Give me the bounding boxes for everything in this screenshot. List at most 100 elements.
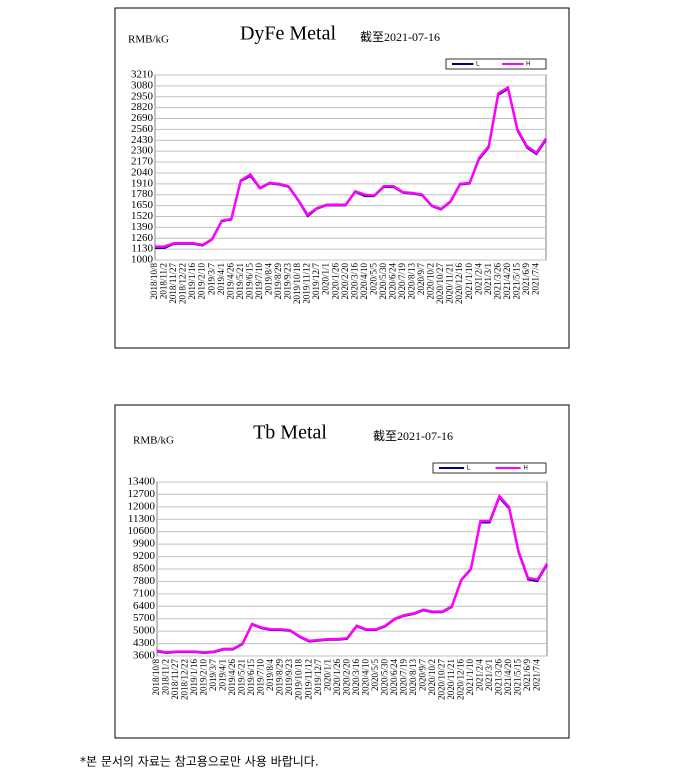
x-tick-label: 2018/10/8 [149, 263, 159, 300]
x-tick-label: 2019/3/7 [208, 659, 218, 692]
x-tick-label: 2019/1/16 [189, 659, 199, 696]
chart-subtitle: 截至2021-07-16 [360, 30, 440, 44]
x-tick-label: 2021/3/26 [494, 659, 504, 696]
x-tick-label: 2021/6/9 [521, 263, 531, 296]
x-tick-label: 2019/9/23 [284, 659, 294, 696]
x-tick-label: 2020/6/24 [387, 263, 397, 300]
chart-title: Tb Metal [253, 422, 327, 444]
x-tick-label: 2020/2/20 [341, 659, 351, 696]
x-tick-label: 2019/3/7 [206, 263, 216, 296]
chart-title: DyFe Metal [240, 23, 337, 45]
plot-area [154, 74, 547, 261]
x-tick-label: 2020/3/16 [351, 659, 361, 696]
x-tick-label: 2020/5/30 [378, 263, 388, 300]
y-tick-label: 3080 [131, 79, 154, 91]
y-tick-label: 7800 [133, 575, 156, 587]
chart-subtitle: 截至2021-07-16 [373, 429, 453, 443]
x-tick-label: 2020/10/27 [436, 659, 446, 701]
x-tick-label: 2020/9/7 [416, 263, 426, 296]
x-tick-label: 2020/9/7 [417, 659, 427, 692]
x-tick-label: 2020/12/16 [455, 659, 465, 701]
y-tick-label: 1780 [131, 188, 154, 200]
x-tick-label: 2019/8/29 [273, 263, 283, 300]
x-tick-label: 2019/12/7 [311, 263, 321, 300]
x-tick-label: 2020/1/1 [321, 263, 331, 295]
y-tick-label: 8500 [133, 563, 156, 575]
x-tick-label: 2021/5/15 [513, 659, 523, 696]
y-tick-label: 2300 [131, 145, 154, 157]
x-tick-label: 2020/2/20 [340, 263, 350, 300]
x-tick-label: 2020/11/21 [446, 659, 456, 700]
y-tick-label: 13400 [128, 476, 156, 488]
y-tick-label: 10600 [128, 525, 156, 537]
x-tick-label: 2019/7/10 [254, 263, 264, 300]
x-tick-label: 2019/8/4 [264, 263, 274, 296]
x-tick-label: 2020/5/30 [379, 659, 389, 696]
y-tick-label: 3600 [133, 650, 156, 662]
y-tick-label: 2820 [131, 101, 154, 113]
y-tick-label: 12000 [128, 500, 156, 512]
x-tick-label: 2021/3/26 [492, 263, 502, 300]
y-tick-label: 2430 [131, 134, 154, 146]
x-tick-label: 2020/1/26 [330, 263, 340, 300]
x-tick-label: 2019/7/10 [256, 659, 266, 696]
x-tick-label: 2019/9/23 [283, 263, 293, 300]
y-axis-label: RMB/kG [128, 34, 169, 46]
series-line [156, 493, 549, 654]
y-tick-label: 1520 [131, 210, 154, 222]
x-tick-label: 2021/4/20 [503, 659, 513, 696]
x-tick-label: 2020/8/13 [407, 263, 417, 300]
x-tick-label: 2020/11/21 [445, 263, 455, 304]
x-tick-label: 2020/5/5 [370, 659, 380, 692]
legend-label: L [476, 61, 480, 68]
x-tick-label: 2018/11/2 [161, 659, 171, 695]
x-tick-label: 2019/2/10 [197, 263, 207, 300]
x-tick-label: 2020/7/19 [398, 659, 408, 696]
x-tick-label: 2019/4/1 [218, 659, 228, 691]
x-tick-label: 2020/5/5 [368, 263, 378, 296]
x-tick-label: 2019/10/18 [294, 659, 304, 701]
y-tick-label: 11300 [128, 513, 156, 525]
y-tick-label: 1650 [131, 199, 154, 211]
x-tick-label: 2019/12/7 [313, 659, 323, 696]
x-tick-label: 2021/7/4 [532, 659, 542, 692]
y-tick-label: 9900 [133, 538, 156, 550]
y-tick-label: 2560 [131, 123, 154, 135]
x-tick-label: 2019/1/16 [187, 263, 197, 300]
legend-box [432, 462, 547, 474]
x-tick-label: 2020/4/10 [359, 263, 369, 300]
x-tick-label: 2019/6/15 [246, 659, 256, 696]
x-tick-label: 2019/5/21 [237, 659, 247, 696]
y-tick-label: 1910 [131, 177, 154, 189]
x-tick-label: 2020/4/10 [360, 659, 370, 696]
legend-label: H [523, 465, 528, 472]
y-tick-label: 1260 [131, 232, 154, 244]
x-tick-label: 2020/7/19 [397, 263, 407, 300]
y-tick-label: 2040 [131, 166, 154, 178]
x-tick-label: 2018/11/27 [168, 263, 178, 304]
y-tick-label: 1130 [131, 243, 153, 255]
x-tick-label: 2020/1/26 [332, 659, 342, 696]
x-tick-label: 2018/11/2 [159, 263, 169, 299]
x-tick-label: 2019/6/15 [244, 263, 254, 300]
x-tick-label: 2021/1/10 [465, 659, 475, 696]
y-tick-label: 1000 [131, 254, 154, 266]
x-tick-label: 2020/12/16 [454, 263, 464, 305]
x-tick-label: 2021/5/15 [511, 263, 521, 300]
x-tick-label: 2021/1/10 [464, 263, 474, 300]
y-axis-label: RMB/kG [133, 435, 174, 447]
x-tick-label: 2020/10/27 [435, 263, 445, 305]
y-tick-label: 6400 [133, 600, 156, 612]
y-tick-label: 12700 [128, 488, 156, 500]
x-tick-label: 2018/11/27 [170, 659, 180, 700]
footnote: *본 문서의 자료는 참고용으로만 사용 바랍니다. [80, 755, 319, 769]
y-tick-label: 1390 [131, 221, 154, 233]
x-tick-label: 2019/10/18 [292, 263, 302, 305]
x-tick-label: 2021/4/20 [502, 263, 512, 300]
x-tick-label: 2018/12/22 [180, 659, 190, 700]
x-tick-label: 2019/4/26 [227, 659, 237, 696]
x-tick-label: 2018/12/22 [178, 263, 188, 304]
y-tick-label: 5000 [133, 625, 156, 637]
x-tick-label: 2021/7/4 [531, 263, 541, 296]
